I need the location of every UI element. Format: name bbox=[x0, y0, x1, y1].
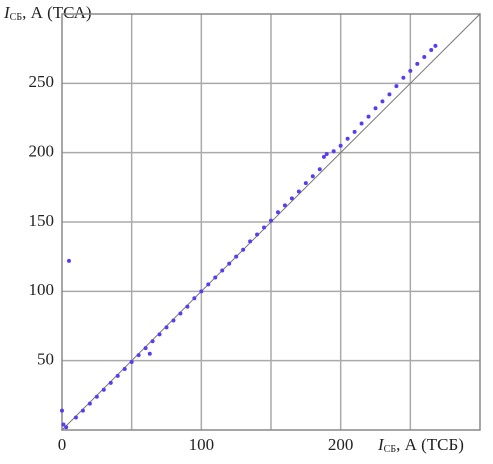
point bbox=[366, 114, 371, 119]
point bbox=[352, 129, 357, 134]
x-label-subscript: СБ bbox=[384, 444, 397, 455]
point bbox=[324, 152, 329, 157]
y-tick-label: 200 bbox=[29, 142, 55, 161]
point bbox=[289, 196, 294, 201]
point bbox=[199, 289, 204, 294]
point bbox=[206, 282, 211, 287]
x-tick-label: 0 bbox=[58, 435, 67, 454]
x-tick-label: 200 bbox=[328, 435, 354, 454]
point bbox=[185, 304, 190, 309]
point bbox=[94, 394, 99, 399]
point bbox=[338, 143, 343, 148]
point bbox=[136, 353, 141, 358]
point bbox=[164, 325, 169, 330]
point bbox=[394, 84, 399, 89]
point bbox=[66, 258, 71, 263]
point bbox=[213, 275, 218, 280]
point bbox=[373, 106, 378, 111]
point bbox=[262, 225, 267, 230]
point bbox=[275, 210, 280, 215]
point bbox=[115, 373, 120, 378]
point bbox=[401, 75, 406, 80]
y-label-symbol: I bbox=[3, 3, 11, 22]
point bbox=[129, 360, 134, 365]
point bbox=[331, 149, 336, 154]
y-tick-label: 150 bbox=[29, 211, 55, 230]
point bbox=[73, 415, 78, 420]
point bbox=[227, 261, 232, 266]
y-tick-label: 100 bbox=[29, 280, 55, 299]
point bbox=[157, 332, 162, 337]
point bbox=[122, 366, 127, 371]
plot-frame bbox=[61, 13, 481, 431]
point bbox=[234, 254, 239, 259]
point bbox=[143, 346, 148, 351]
y-tick-label: 250 bbox=[29, 72, 55, 91]
point bbox=[433, 43, 438, 48]
point bbox=[317, 167, 322, 172]
point bbox=[241, 247, 246, 252]
point bbox=[387, 92, 392, 97]
point bbox=[87, 401, 92, 406]
point bbox=[108, 380, 113, 385]
point bbox=[178, 311, 183, 316]
point bbox=[171, 318, 176, 323]
point bbox=[429, 48, 434, 53]
point bbox=[296, 189, 301, 194]
point bbox=[345, 136, 350, 141]
point bbox=[60, 408, 64, 413]
point bbox=[310, 174, 315, 179]
x-tick-label: 100 bbox=[189, 435, 215, 454]
y-label-subscript: СБ bbox=[10, 12, 23, 23]
point bbox=[359, 121, 364, 126]
point bbox=[80, 408, 85, 413]
point bbox=[101, 387, 106, 392]
y-axis-label: IСБ, А (ТСА) bbox=[3, 3, 92, 23]
point bbox=[321, 154, 326, 159]
point bbox=[408, 68, 413, 73]
x-axis-label: IСБ, А (ТСБ) bbox=[377, 435, 464, 455]
point bbox=[255, 232, 260, 237]
point bbox=[192, 296, 197, 301]
y-label-text: , А (ТСА) bbox=[22, 3, 92, 22]
point bbox=[303, 181, 308, 186]
point bbox=[147, 351, 152, 356]
x-label-symbol: I bbox=[377, 435, 385, 454]
point bbox=[150, 339, 155, 344]
point bbox=[282, 203, 287, 208]
x-label-text: , А (ТСБ) bbox=[396, 435, 464, 454]
y-tick-label: 50 bbox=[37, 350, 54, 369]
point bbox=[220, 268, 225, 273]
point bbox=[248, 239, 253, 244]
point bbox=[415, 61, 420, 66]
point bbox=[380, 99, 385, 104]
point bbox=[269, 218, 273, 223]
point bbox=[422, 54, 427, 59]
point bbox=[64, 425, 69, 430]
point bbox=[61, 422, 66, 427]
